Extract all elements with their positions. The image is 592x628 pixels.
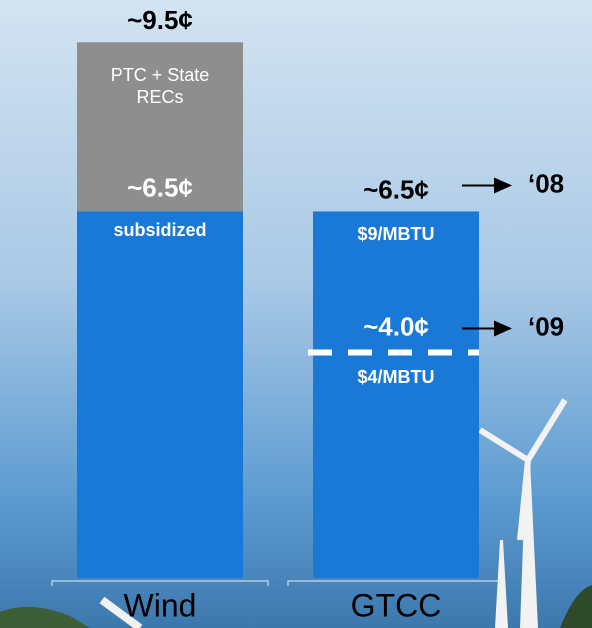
value-label: ~4.0¢ bbox=[363, 311, 429, 341]
x-tick-label: Wind bbox=[124, 587, 197, 623]
category-bracket bbox=[51, 580, 269, 586]
bar-segment bbox=[77, 42, 243, 212]
total-label: ~9.5¢ bbox=[127, 5, 193, 35]
bar-segment bbox=[313, 211, 479, 578]
segment-label: $4/MBTU bbox=[357, 367, 434, 387]
segment-label: $9/MBTU bbox=[357, 224, 434, 244]
value-label: ~6.5¢ bbox=[127, 172, 193, 202]
value-label: ~6.5¢ bbox=[363, 174, 429, 204]
year-label: ‘09 bbox=[528, 311, 564, 341]
x-tick-label: GTCC bbox=[351, 587, 442, 623]
year-label: ‘08 bbox=[528, 168, 564, 198]
segment-label: PTC + State RECs bbox=[110, 65, 210, 108]
turbines bbox=[0, 398, 592, 628]
category-bracket bbox=[287, 580, 505, 586]
segment-label: subsidized bbox=[113, 220, 206, 240]
bar-segment bbox=[77, 211, 243, 578]
